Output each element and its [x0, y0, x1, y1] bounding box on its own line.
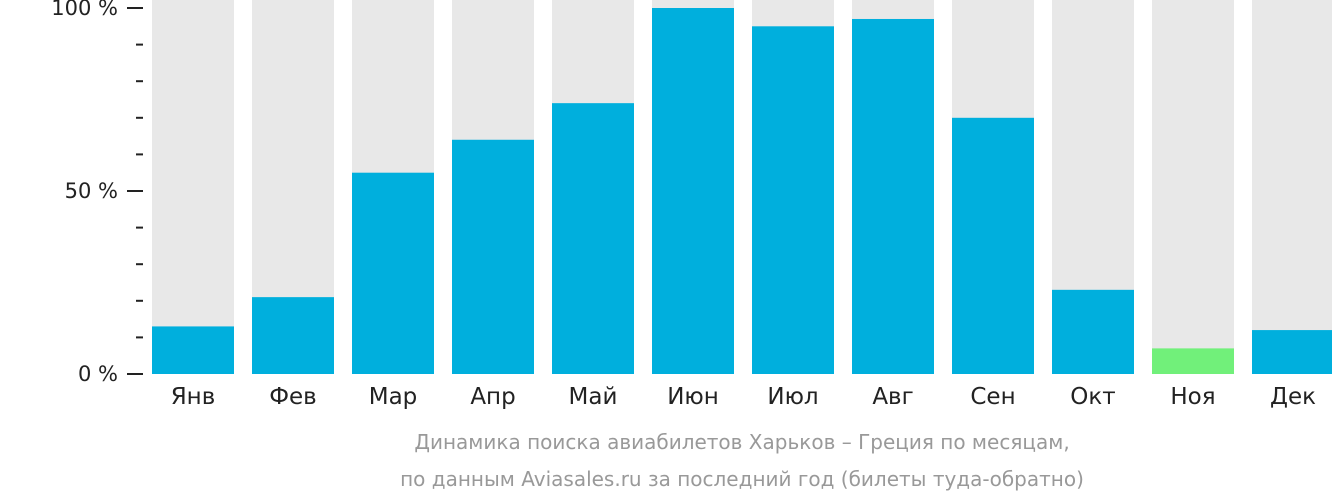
- bar-8: [852, 18, 934, 374]
- bar-background-1: [152, 0, 234, 374]
- x-tick-label-4: Апр: [470, 384, 515, 410]
- x-tick-label-10: Окт: [1070, 384, 1115, 410]
- bar-6: [652, 8, 734, 374]
- x-tick-label-12: Дек: [1270, 384, 1316, 410]
- x-tick-label-8: Авг: [872, 384, 913, 410]
- x-tick-label-5: Май: [569, 384, 618, 410]
- bar-background-12: [1252, 0, 1332, 374]
- bar-11: [1152, 348, 1234, 374]
- bar-2: [252, 297, 334, 374]
- x-tick-label-6: Июн: [667, 384, 719, 410]
- bar-10: [1052, 289, 1134, 374]
- chart-caption-line-1: Динамика поиска авиабилетов Харьков – Гр…: [414, 430, 1070, 454]
- x-tick-label-1: Янв: [171, 384, 216, 410]
- bar-9: [952, 117, 1034, 375]
- bar-3: [352, 172, 434, 374]
- y-tick-label-1: 0 %: [78, 362, 118, 386]
- y-tick-label-3: 100 %: [51, 0, 118, 20]
- x-tick-label-9: Сен: [970, 384, 1015, 410]
- bar-5: [552, 103, 634, 374]
- bar-4: [452, 139, 534, 374]
- chart-caption-line-2: по данным Aviasales.ru за последний год …: [400, 467, 1084, 491]
- x-tick-label-3: Мар: [369, 384, 418, 410]
- x-tick-label-11: Ноя: [1170, 384, 1215, 410]
- y-tick-label-2: 50 %: [65, 179, 118, 203]
- bar-1: [152, 326, 234, 374]
- x-tick-label-7: Июл: [767, 384, 818, 410]
- x-tick-label-2: Фев: [269, 384, 317, 410]
- bar-background-11: [1152, 0, 1234, 374]
- bar-12: [1252, 330, 1332, 374]
- bar-chart: Янв Фев Мар Апр Май Июн Июл Авг Сен Окт Ноя Дек 0 % 5…: [51, 0, 1332, 410]
- bar-7: [752, 26, 834, 375]
